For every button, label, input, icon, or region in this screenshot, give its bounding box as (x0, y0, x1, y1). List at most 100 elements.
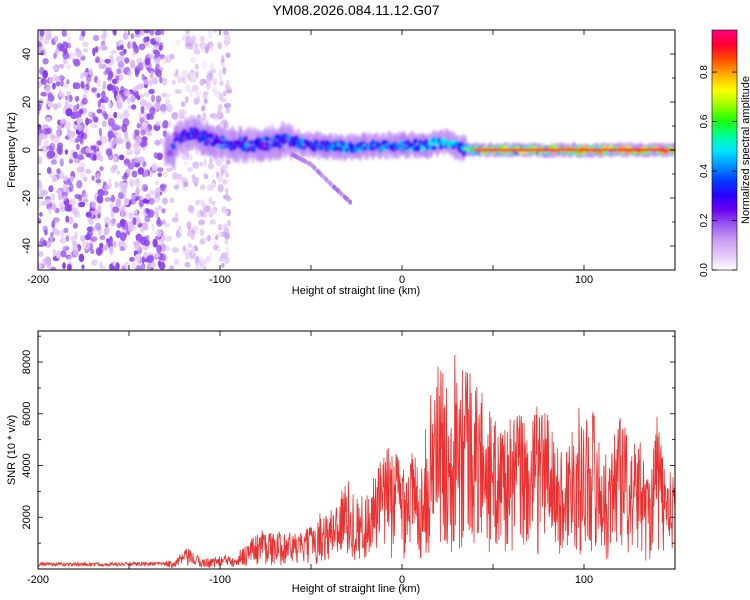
noise-speck (114, 181, 119, 188)
noise-speck (155, 30, 162, 36)
noise-speck (101, 120, 107, 128)
noise-speck (84, 241, 91, 250)
noise-speck (73, 82, 81, 90)
top-y-axis-label: Frequency (Hz) (6, 112, 18, 188)
noise-speck (157, 205, 162, 211)
noise-speck (79, 108, 84, 115)
noise-speck (175, 39, 181, 46)
spectrogram-frame (37, 29, 676, 271)
noise-speck (146, 113, 151, 120)
noise-speck (76, 135, 81, 143)
noise-speck (102, 30, 107, 38)
noise-speck (129, 59, 136, 69)
noise-speck (115, 198, 122, 208)
noise-speck (209, 157, 213, 165)
noise-speck (86, 74, 92, 83)
noise-speck (136, 58, 143, 64)
noise-speck (39, 30, 45, 37)
noise-speck (119, 51, 125, 56)
noise-speck (143, 169, 148, 178)
noise-speck (168, 120, 172, 128)
noise-speck (73, 211, 81, 218)
noise-speck (213, 113, 220, 121)
noise-speck (110, 194, 116, 203)
noise-speck (134, 30, 141, 35)
top-x-tick-labels: -200 -100 0 100 (27, 274, 593, 286)
noise-speck (38, 46, 42, 55)
noise-speck (78, 201, 86, 208)
noise-speck (106, 83, 114, 91)
noise-speck (76, 167, 83, 173)
chart-title: YM08.2026.084.11.12.G07 (272, 2, 439, 18)
noise-speck (99, 242, 104, 249)
x-tick-label: -100 (209, 574, 231, 586)
noise-speck (187, 204, 195, 213)
signal-core (420, 145, 426, 152)
noise-speck (124, 57, 130, 64)
noise-speck (113, 111, 118, 119)
noise-speck (81, 132, 88, 140)
noise-speck (118, 191, 124, 200)
noise-speck (225, 89, 233, 94)
noise-speck (90, 201, 97, 209)
noise-speck (48, 185, 54, 193)
noise-speck (219, 75, 223, 83)
noise-speck (209, 181, 216, 188)
noise-speck (205, 43, 210, 52)
noise-speck (91, 259, 98, 267)
colorbar-tick-label: 0.2 (699, 213, 710, 227)
noise-speck (165, 235, 172, 242)
noise-speck (221, 178, 228, 185)
noise-speck (96, 194, 104, 204)
noise-speck (74, 231, 78, 239)
noise-speck (156, 167, 164, 173)
x-tick-label: 0 (399, 574, 405, 586)
noise-speck (58, 63, 65, 69)
noise-speck (225, 172, 229, 178)
noise-speck (39, 145, 46, 153)
noise-speck (80, 55, 86, 61)
signal-core (170, 143, 177, 150)
noise-speck (100, 45, 108, 51)
noise-speck (72, 151, 79, 159)
noise-speck (154, 253, 160, 258)
noise-speck (134, 253, 141, 263)
noise-speck (101, 90, 106, 98)
noise-speck (72, 222, 78, 229)
noise-speck (155, 120, 161, 127)
noise-speck (66, 130, 71, 138)
noise-speck (45, 33, 52, 41)
noise-speck (207, 30, 213, 39)
noise-speck (61, 195, 68, 202)
noise-speck (149, 106, 156, 116)
noise-speck (91, 123, 98, 129)
noise-speck (217, 175, 223, 183)
noise-speck (146, 101, 152, 108)
noise-speck (62, 41, 69, 51)
noise-speck (97, 204, 102, 212)
signal-core (168, 151, 174, 156)
noise-speck (165, 245, 170, 252)
noise-speck (134, 68, 139, 78)
noise-speck (38, 123, 42, 131)
noise-speck (115, 93, 122, 102)
noise-speck (148, 88, 155, 95)
noise-speck (198, 219, 206, 225)
noise-speck (130, 33, 135, 40)
noise-speck (225, 187, 229, 197)
signal-core (187, 137, 193, 141)
noise-speck (50, 159, 58, 165)
noise-speck (58, 201, 65, 208)
noise-speck (162, 219, 166, 225)
bottom-y-axis-label: SNR (10 * v/v) (6, 415, 18, 485)
noise-speck (142, 111, 148, 121)
noise-speck (155, 211, 159, 219)
noise-speck (138, 156, 145, 164)
noise-speck (143, 30, 151, 34)
noise-speck (132, 51, 136, 57)
noise-speck (140, 129, 146, 136)
noise-speck (219, 81, 224, 86)
noise-speck (142, 140, 148, 147)
colorbar-tick-label: 0.8 (699, 65, 710, 79)
noise-speck (183, 161, 189, 167)
